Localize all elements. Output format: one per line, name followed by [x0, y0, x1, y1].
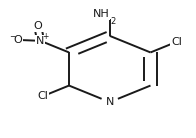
Text: N: N — [106, 97, 114, 107]
Text: Cl: Cl — [37, 91, 48, 101]
Text: O: O — [13, 35, 22, 45]
Text: −: − — [9, 32, 15, 41]
Text: 2: 2 — [111, 17, 116, 26]
Text: O: O — [34, 21, 43, 31]
Text: N: N — [36, 36, 44, 46]
Text: NH: NH — [93, 10, 110, 19]
Text: +: + — [43, 32, 49, 41]
Text: Cl: Cl — [171, 37, 182, 47]
